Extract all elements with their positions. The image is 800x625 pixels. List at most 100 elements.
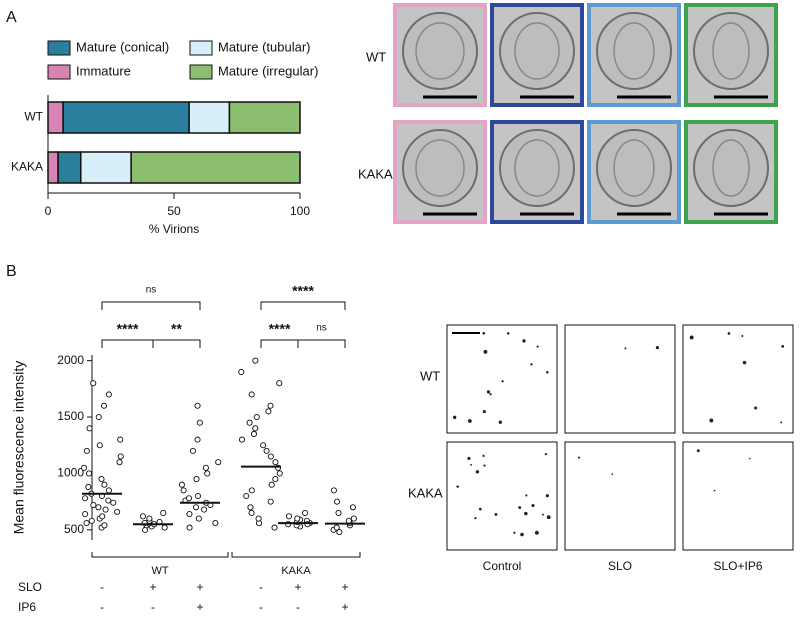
fluorescent-spot xyxy=(781,344,785,348)
virion-core xyxy=(613,22,655,80)
fluorescent-spot xyxy=(522,339,526,343)
data-point xyxy=(345,517,352,524)
row-label: WT xyxy=(366,49,386,64)
condition-value: - xyxy=(296,600,300,614)
data-point xyxy=(349,504,356,511)
fluorescent-spot xyxy=(531,503,535,508)
data-point xyxy=(101,481,108,488)
data-point xyxy=(185,495,193,502)
fluorescence-image xyxy=(682,324,794,434)
data-point xyxy=(102,506,109,513)
fluorescent-spot xyxy=(482,454,485,458)
data-point xyxy=(268,481,275,488)
fluorescent-spot xyxy=(780,421,783,424)
legend-label: Mature (conical) xyxy=(76,39,169,54)
legend-label: Immature xyxy=(76,63,131,78)
data-point xyxy=(114,508,121,515)
data-point xyxy=(247,504,254,511)
data-point xyxy=(301,509,309,516)
condition-value: + xyxy=(196,600,203,614)
data-point xyxy=(85,470,93,477)
condition-value: + xyxy=(341,580,348,594)
fluorescence-image xyxy=(446,441,558,551)
data-point xyxy=(265,408,272,415)
fluorescent-spot xyxy=(546,515,551,520)
group-label: KAKA xyxy=(281,565,311,577)
data-point xyxy=(267,402,274,409)
data-point xyxy=(105,391,112,398)
category-label: WT xyxy=(24,110,43,124)
data-point xyxy=(100,402,108,409)
fluorescent-spot xyxy=(482,410,486,414)
data-point xyxy=(253,413,260,421)
data-point xyxy=(189,447,197,454)
virion-outline xyxy=(596,12,672,90)
significance-label: ** xyxy=(171,321,182,337)
data-point xyxy=(196,419,203,426)
significance-label: **** xyxy=(269,321,291,337)
data-point xyxy=(117,453,124,460)
virion-core xyxy=(415,22,465,80)
fluorescent-spot xyxy=(518,506,522,509)
data-point xyxy=(95,504,102,511)
data-point xyxy=(186,524,193,531)
fluorescent-spot xyxy=(530,363,533,366)
data-point xyxy=(255,515,262,522)
data-point xyxy=(160,509,167,516)
data-point xyxy=(215,459,222,466)
x-tick-label: 100 xyxy=(290,204,310,218)
fluorescent-spot xyxy=(624,347,627,350)
fluorescent-spot xyxy=(452,415,457,420)
fluorescent-spot xyxy=(545,494,549,498)
fluorescent-spot xyxy=(577,456,581,459)
column-label: SLO xyxy=(608,559,632,573)
fluorescent-spot xyxy=(520,532,524,537)
virion-outline xyxy=(402,129,478,207)
virion-core xyxy=(514,139,560,197)
data-point xyxy=(204,470,211,477)
data-point xyxy=(82,495,89,502)
row-label: WT xyxy=(420,368,440,383)
data-point xyxy=(276,470,283,477)
fluorescent-spot xyxy=(536,345,539,348)
fluorescent-spot xyxy=(456,485,459,488)
fluorescent-spot xyxy=(534,530,539,535)
data-point xyxy=(333,524,340,531)
virion-core xyxy=(712,22,750,80)
virion-core xyxy=(514,22,560,80)
condition-value: - xyxy=(259,580,263,594)
significance-bracket xyxy=(152,339,201,348)
data-point xyxy=(238,368,245,375)
condition-name: SLO xyxy=(18,580,42,594)
data-point xyxy=(267,453,274,460)
data-point xyxy=(336,529,343,536)
significance-bracket xyxy=(101,339,154,348)
fluorescent-spot xyxy=(541,513,544,516)
data-point xyxy=(161,524,168,531)
data-point xyxy=(260,442,267,449)
fluorescent-spot xyxy=(741,335,744,338)
fluorescent-spot xyxy=(475,470,480,474)
data-point xyxy=(117,436,124,443)
condition-value: - xyxy=(151,600,155,614)
legend-label: Mature (irregular) xyxy=(218,63,318,78)
data-point xyxy=(110,499,117,506)
fluorescent-spot xyxy=(689,335,694,340)
y-tick-label: 1000 xyxy=(57,466,84,480)
data-point xyxy=(194,402,201,409)
y-tick-label: 1500 xyxy=(57,409,84,423)
significance-label: ns xyxy=(146,285,157,296)
fluorescent-spot xyxy=(749,457,751,460)
fluorescent-spot xyxy=(544,452,548,456)
data-point xyxy=(83,447,90,454)
data-point xyxy=(105,497,112,504)
fluorescence-image xyxy=(564,324,676,434)
fluorescence-image xyxy=(682,441,794,551)
data-point xyxy=(272,476,279,483)
data-point xyxy=(90,380,97,387)
fluorescent-spot xyxy=(501,380,504,383)
data-point xyxy=(248,391,255,398)
data-point xyxy=(243,492,250,500)
data-point xyxy=(83,520,90,527)
